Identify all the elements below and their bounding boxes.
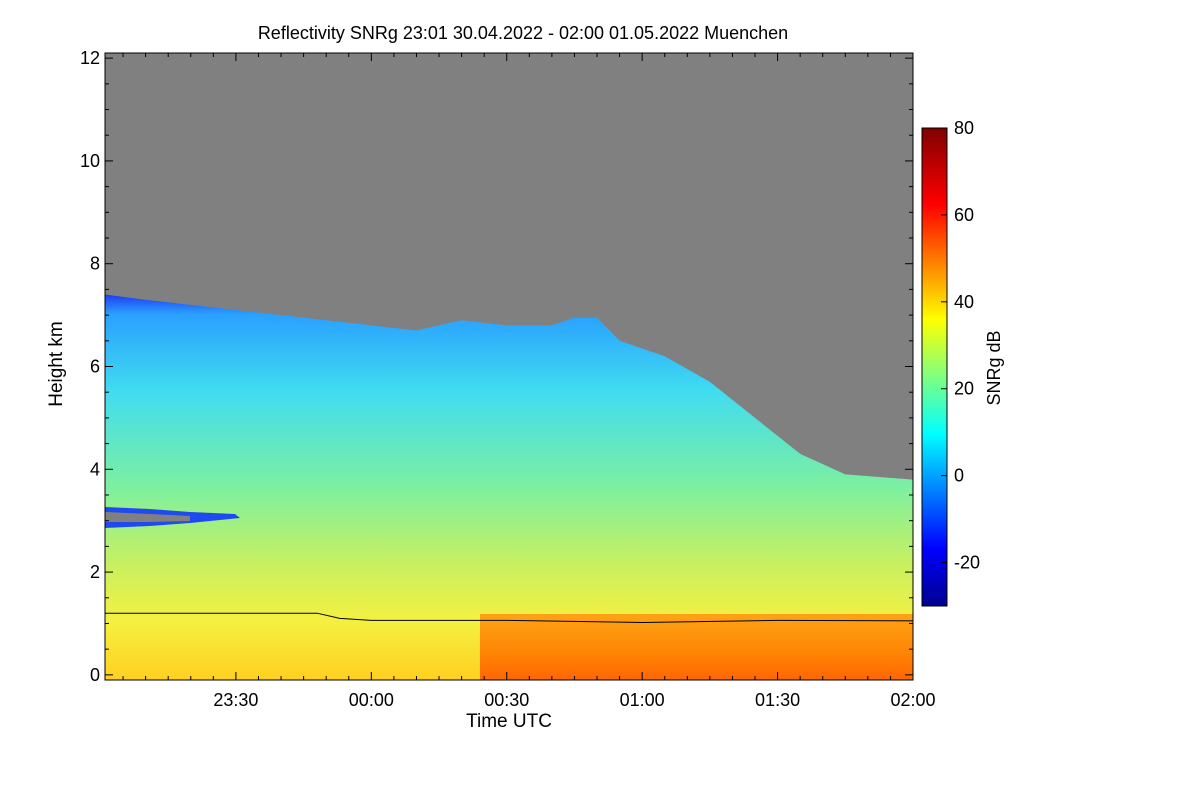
axis-ticks: 23:30 00:00 00:30 01:00 01:30 02:00 0 2 4 6 8 10 12: [80, 48, 936, 710]
x-tick-label: 02:00: [890, 690, 935, 710]
x-tick-label: 01:00: [620, 690, 665, 710]
colorbar-tick-label: 40: [954, 292, 974, 312]
colorbar-tick-label: 20: [954, 379, 974, 399]
echo-region: [105, 294, 913, 680]
colorbar-tick-label: 80: [954, 118, 974, 138]
surface-echo-band: [480, 614, 913, 680]
colorbar-tick-label: 60: [954, 205, 974, 225]
y-tick-label: 8: [90, 254, 100, 274]
boundary-layer-line: [105, 612, 913, 623]
y-tick-label: 6: [90, 357, 100, 377]
colorbar-label: SNRg dB: [984, 330, 1004, 405]
colorbar-tick-label: 0: [954, 466, 964, 486]
colorbar-tick-label: -20: [954, 553, 980, 573]
x-axis-label: Time UTC: [466, 711, 552, 732]
x-tick-label: 01:30: [755, 690, 800, 710]
y-tick-label: 10: [80, 151, 100, 171]
y-tick-label: 4: [90, 459, 100, 479]
x-tick-label: 00:00: [349, 690, 394, 710]
colorbar: [921, 127, 948, 607]
x-tick-label: 23:30: [213, 690, 258, 710]
y-tick-label: 12: [80, 48, 100, 68]
y-tick-label: 2: [90, 562, 100, 582]
x-tick-label: 00:30: [484, 690, 529, 710]
chart-title: Reflectivity SNRg 23:01 30.04.2022 - 02:…: [258, 23, 788, 43]
y-axis-label: Height km: [46, 321, 67, 407]
y-tick-label: 0: [90, 665, 100, 685]
colorbar-ticks: -20 0 20 40 60 80: [941, 118, 980, 573]
echo-gap-3km-core: [105, 512, 190, 522]
